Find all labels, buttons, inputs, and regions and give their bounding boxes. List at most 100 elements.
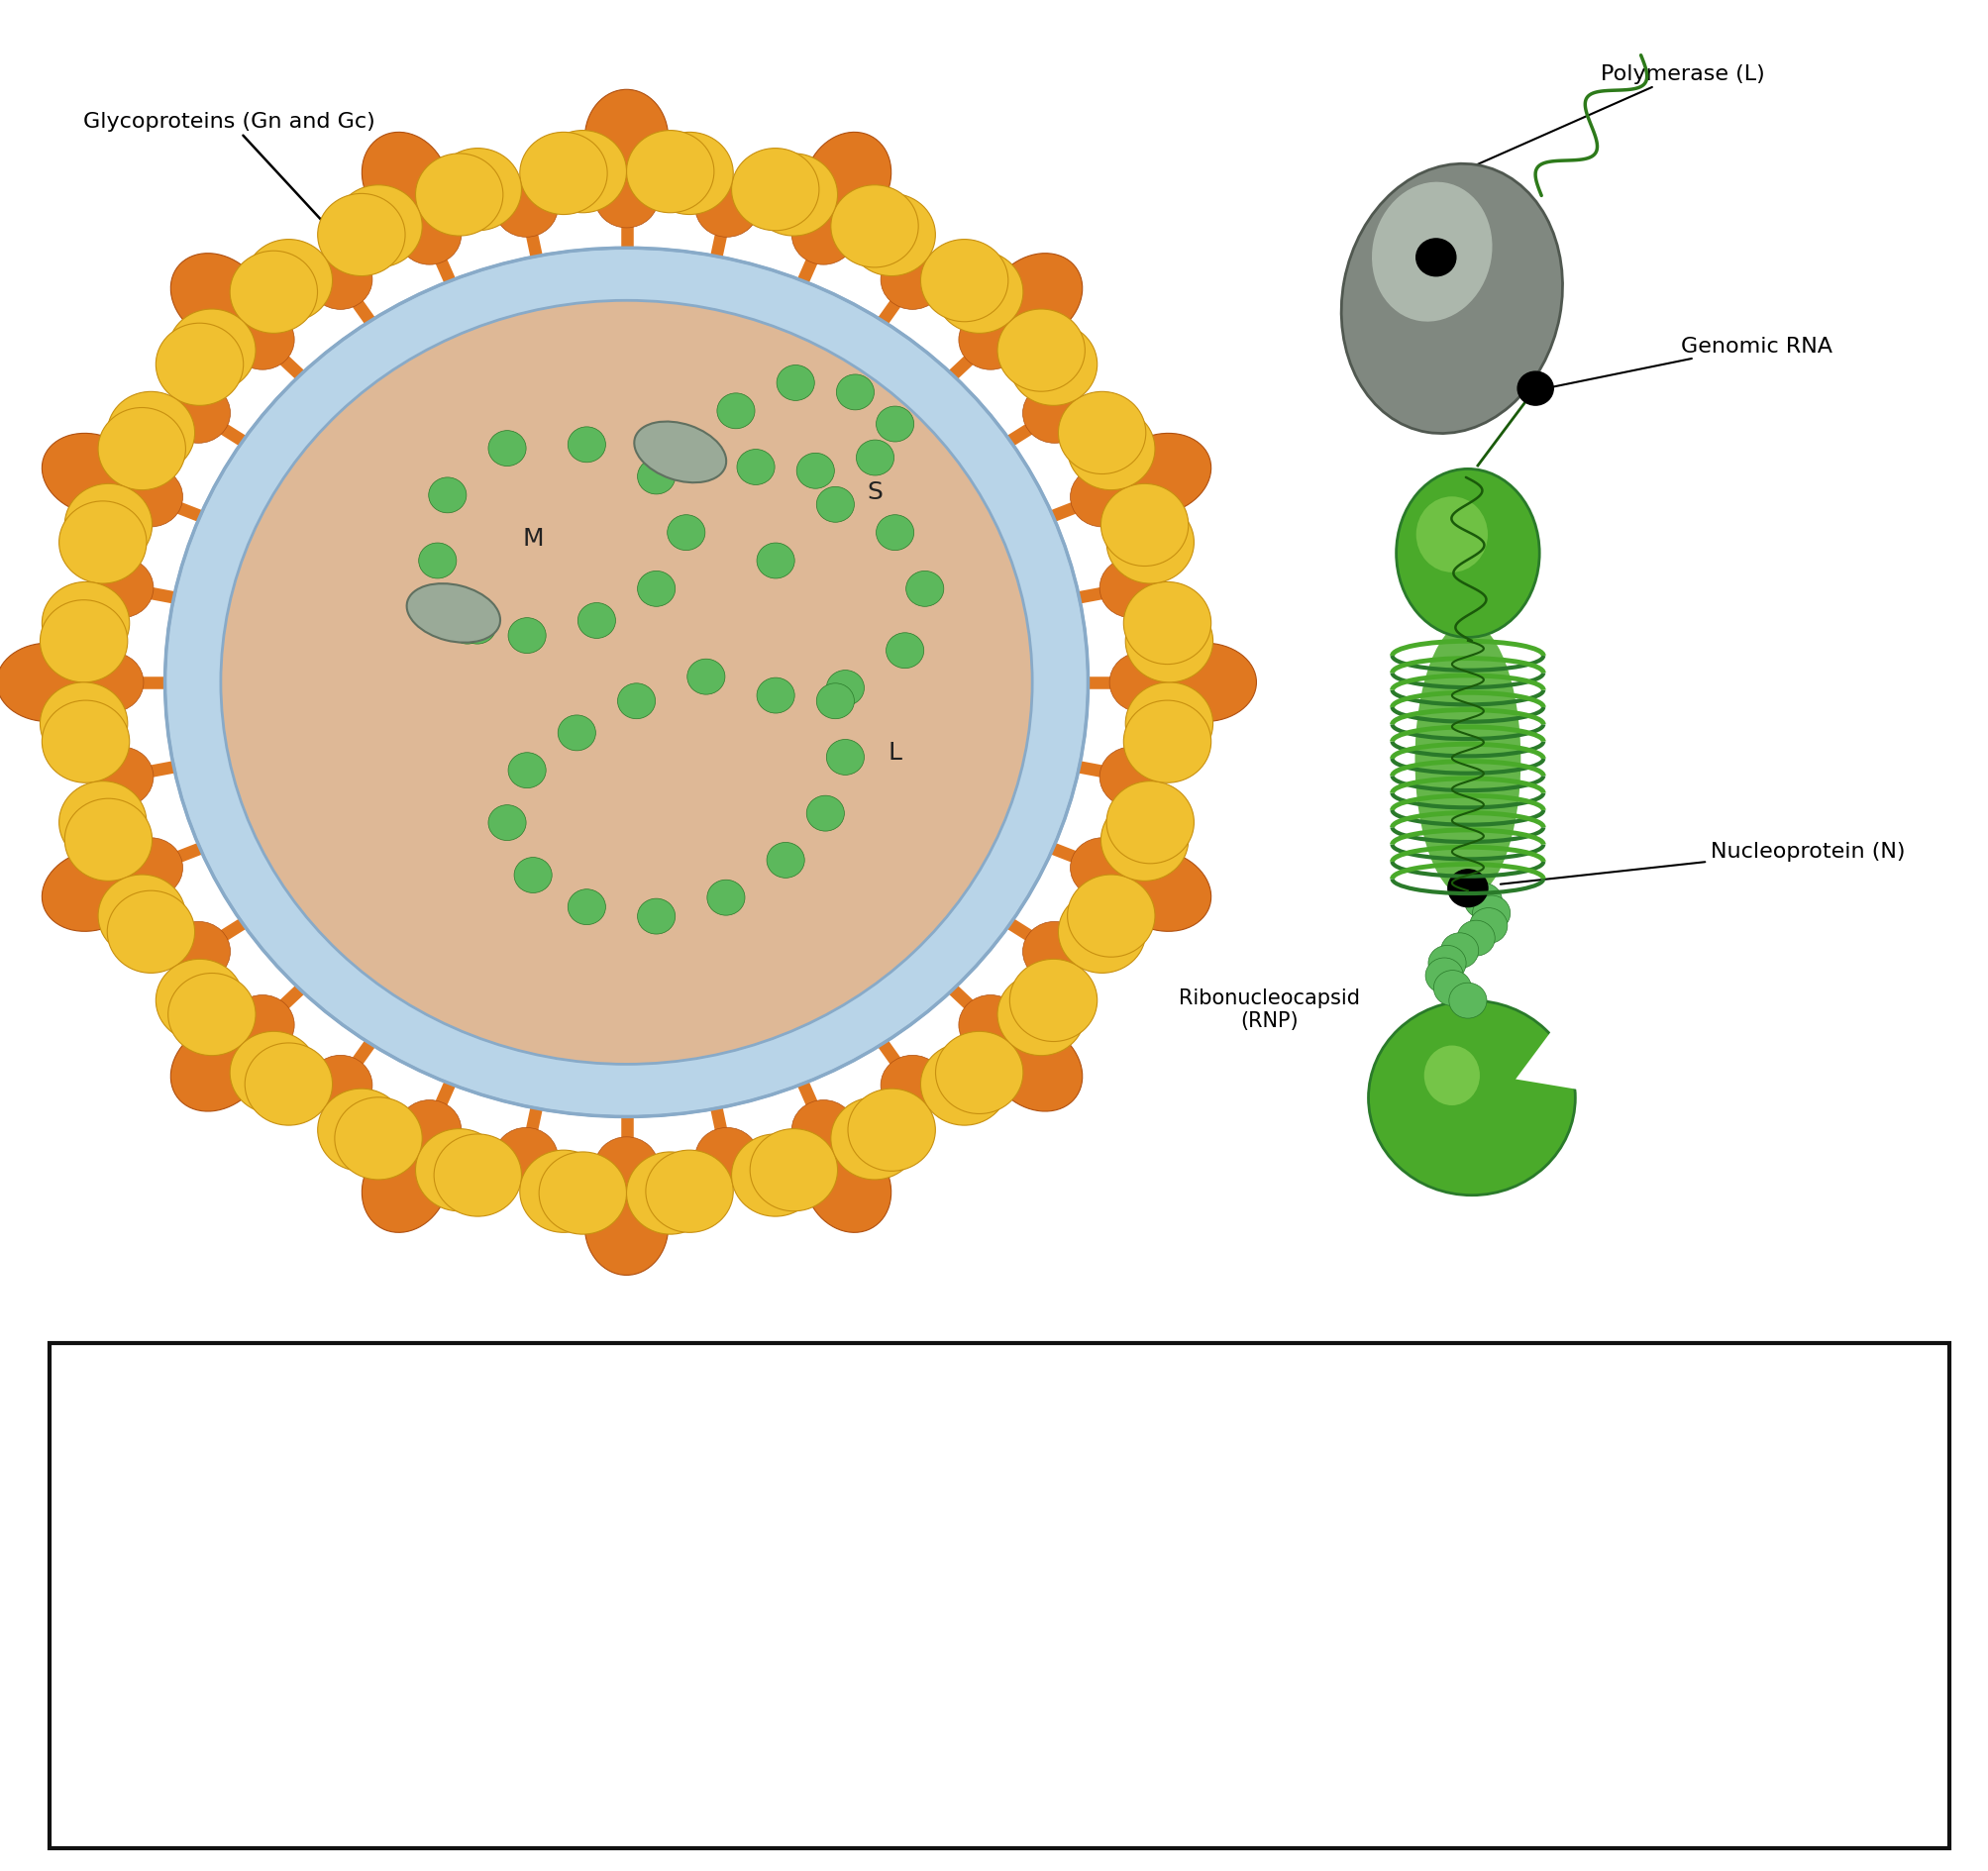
Circle shape	[1010, 324, 1097, 406]
Circle shape	[80, 653, 143, 713]
Circle shape	[42, 702, 129, 784]
Circle shape	[66, 799, 153, 881]
Circle shape	[1447, 984, 1485, 1018]
Circle shape	[60, 782, 147, 864]
Circle shape	[736, 449, 775, 486]
Ellipse shape	[1340, 165, 1563, 434]
Circle shape	[905, 573, 944, 606]
Circle shape	[775, 365, 815, 400]
Circle shape	[1010, 960, 1097, 1042]
Text: 3': 3'	[545, 1618, 563, 1637]
Text: L: L	[889, 741, 901, 763]
Text: 5': 5'	[1002, 1618, 1020, 1637]
Circle shape	[60, 501, 147, 584]
Ellipse shape	[1415, 498, 1487, 573]
Circle shape	[334, 1098, 421, 1181]
Circle shape	[791, 1100, 855, 1160]
Circle shape	[646, 133, 734, 215]
Circle shape	[694, 1128, 757, 1188]
Circle shape	[495, 1128, 559, 1188]
Circle shape	[791, 206, 855, 266]
Circle shape	[934, 253, 1022, 335]
Circle shape	[767, 842, 803, 879]
Ellipse shape	[1413, 623, 1521, 898]
Circle shape	[636, 573, 676, 606]
Circle shape	[221, 301, 1032, 1065]
Circle shape	[996, 973, 1083, 1055]
Ellipse shape	[42, 434, 143, 516]
Ellipse shape	[634, 423, 726, 483]
Circle shape	[398, 1100, 461, 1160]
Circle shape	[1463, 883, 1501, 919]
Circle shape	[1099, 747, 1163, 806]
Ellipse shape	[1396, 470, 1539, 638]
Text: Polymerase (L): Polymerase (L)	[1463, 64, 1765, 170]
Circle shape	[231, 1031, 318, 1113]
Circle shape	[487, 806, 525, 842]
Text: Nucleoprotein: Nucleoprotein	[225, 1525, 362, 1544]
Text: Genomic RNA: Genomic RNA	[1547, 337, 1831, 389]
Ellipse shape	[803, 133, 891, 228]
Circle shape	[97, 408, 185, 490]
Circle shape	[636, 900, 676, 936]
Circle shape	[40, 683, 127, 765]
Circle shape	[1099, 559, 1163, 619]
Circle shape	[855, 442, 893, 477]
Circle shape	[318, 1089, 406, 1171]
Text: Ribonucleocapsid
(RNP): Ribonucleocapsid (RNP)	[1177, 988, 1360, 1031]
Circle shape	[513, 857, 553, 894]
Circle shape	[577, 602, 616, 638]
Circle shape	[557, 717, 596, 750]
Circle shape	[1070, 838, 1133, 898]
Text: 3': 3'	[87, 1463, 105, 1482]
Circle shape	[749, 1128, 837, 1211]
Circle shape	[676, 442, 716, 477]
Circle shape	[1099, 799, 1187, 881]
Wedge shape	[1515, 1016, 1598, 1093]
Circle shape	[688, 660, 724, 694]
Circle shape	[1109, 653, 1173, 713]
Circle shape	[887, 632, 922, 668]
Circle shape	[920, 1044, 1008, 1126]
Circle shape	[1517, 372, 1553, 406]
Text: Glycoproteins (Gn and Gc): Glycoproteins (Gn and Gc)	[83, 112, 376, 269]
Text: 5': 5'	[445, 1463, 463, 1482]
Text: 3': 3'	[1032, 1463, 1050, 1482]
Circle shape	[831, 185, 918, 268]
Circle shape	[755, 679, 795, 713]
Circle shape	[881, 251, 944, 311]
Ellipse shape	[1372, 183, 1491, 322]
Text: RNA polymerase: RNA polymerase	[1382, 1525, 1541, 1544]
Circle shape	[308, 251, 372, 311]
Circle shape	[1368, 1001, 1574, 1196]
Circle shape	[245, 239, 332, 322]
Circle shape	[825, 672, 863, 707]
Circle shape	[89, 559, 153, 619]
Circle shape	[447, 610, 485, 644]
Circle shape	[594, 1138, 658, 1197]
Circle shape	[1433, 971, 1471, 1007]
Text: S segment (1kb): S segment (1kb)	[109, 1400, 280, 1418]
Circle shape	[1439, 934, 1477, 969]
Text: Nucleoprotein (N): Nucleoprotein (N)	[1499, 842, 1905, 885]
Circle shape	[1425, 958, 1463, 994]
Ellipse shape	[0, 644, 99, 722]
Circle shape	[847, 195, 934, 277]
Circle shape	[89, 747, 153, 806]
Circle shape	[509, 754, 545, 790]
Circle shape	[539, 1153, 626, 1235]
Ellipse shape	[362, 1138, 449, 1233]
Circle shape	[795, 455, 835, 490]
Ellipse shape	[42, 849, 143, 932]
Circle shape	[169, 973, 256, 1055]
Circle shape	[1058, 393, 1145, 475]
Circle shape	[433, 1134, 521, 1216]
Circle shape	[433, 150, 521, 232]
Circle shape	[231, 253, 318, 335]
Circle shape	[107, 891, 195, 973]
Circle shape	[1125, 601, 1213, 683]
Ellipse shape	[1109, 434, 1211, 516]
Circle shape	[539, 131, 626, 213]
Circle shape	[231, 995, 294, 1055]
Circle shape	[1123, 582, 1211, 664]
